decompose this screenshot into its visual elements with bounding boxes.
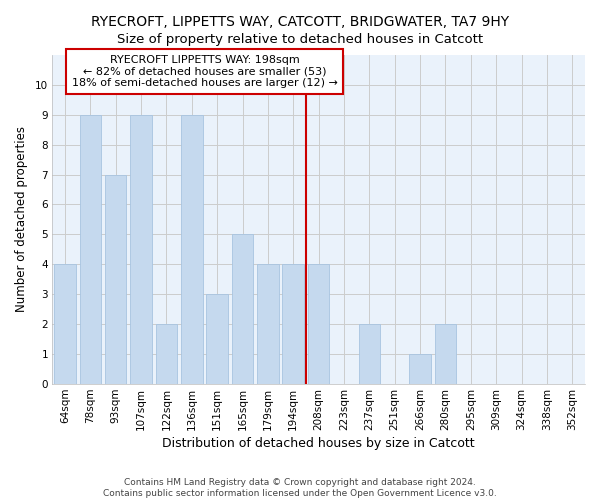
Bar bbox=[434, 324, 456, 384]
Bar bbox=[232, 234, 253, 384]
Text: Size of property relative to detached houses in Catcott: Size of property relative to detached ho… bbox=[117, 32, 483, 46]
Bar bbox=[206, 294, 228, 384]
Bar bbox=[130, 115, 152, 384]
Bar bbox=[283, 264, 304, 384]
X-axis label: Distribution of detached houses by size in Catcott: Distribution of detached houses by size … bbox=[163, 437, 475, 450]
Bar bbox=[105, 174, 127, 384]
Bar bbox=[409, 354, 431, 384]
Bar bbox=[155, 324, 177, 384]
Text: RYECROFT LIPPETTS WAY: 198sqm
← 82% of detached houses are smaller (53)
18% of s: RYECROFT LIPPETTS WAY: 198sqm ← 82% of d… bbox=[71, 55, 337, 88]
Text: RYECROFT, LIPPETTS WAY, CATCOTT, BRIDGWATER, TA7 9HY: RYECROFT, LIPPETTS WAY, CATCOTT, BRIDGWA… bbox=[91, 15, 509, 29]
Y-axis label: Number of detached properties: Number of detached properties bbox=[15, 126, 28, 312]
Bar bbox=[359, 324, 380, 384]
Bar bbox=[308, 264, 329, 384]
Bar bbox=[181, 115, 203, 384]
Bar bbox=[80, 115, 101, 384]
Text: Contains HM Land Registry data © Crown copyright and database right 2024.
Contai: Contains HM Land Registry data © Crown c… bbox=[103, 478, 497, 498]
Bar bbox=[54, 264, 76, 384]
Bar bbox=[257, 264, 278, 384]
